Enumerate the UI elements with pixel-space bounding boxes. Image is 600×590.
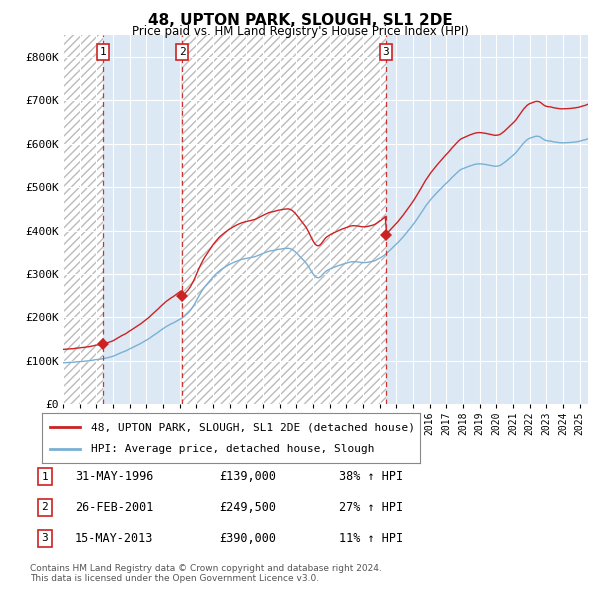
Text: 1: 1	[41, 472, 49, 481]
Bar	[63, 35, 103, 404]
Text: 2: 2	[179, 47, 185, 57]
Text: 3: 3	[382, 47, 389, 57]
48, UPTON PARK, SLOUGH, SL1 2DE (detached house)	[449, 143, 457, 150]
Line: HPI: Average price, detached house, Slough: HPI: Average price, detached house, Slou…	[63, 136, 589, 363]
Text: 26-FEB-2001: 26-FEB-2001	[75, 501, 154, 514]
HPI: Average price, detached house, Slough: (2.02e+03, 6.18e+05): Average price, detached house, Slough: (…	[533, 133, 540, 140]
Text: 1: 1	[100, 47, 107, 57]
Text: 3: 3	[41, 533, 49, 543]
HPI: Average price, detached house, Slough: (2.01e+03, 3.46e+05): Average price, detached house, Slough: (…	[294, 251, 301, 258]
Bar	[386, 35, 588, 404]
Text: 2: 2	[41, 503, 49, 512]
Bar	[103, 35, 182, 404]
Text: 11% ↑ HPI: 11% ↑ HPI	[339, 532, 403, 545]
HPI: Average price, detached house, Slough: (2.02e+03, 5.46e+05): Average price, detached house, Slough: (…	[462, 164, 469, 171]
48, UPTON PARK, SLOUGH, SL1 2DE (detached house)	[462, 133, 469, 140]
Text: 48, UPTON PARK, SLOUGH, SL1 2DE: 48, UPTON PARK, SLOUGH, SL1 2DE	[148, 13, 452, 28]
HPI: Average price, detached house, Slough: (2e+03, 1.65e+05): Average price, detached house, Slough: (…	[154, 329, 161, 336]
48, UPTON PARK, SLOUGH, SL1 2DE (detached house)	[372, 221, 379, 228]
Bar	[63, 35, 103, 404]
Text: £249,500: £249,500	[219, 501, 276, 514]
48, UPTON PARK, SLOUGH, SL1 2DE (detached house)	[154, 306, 161, 313]
Text: 31-MAY-1996: 31-MAY-1996	[75, 470, 154, 483]
HPI: Average price, detached house, Slough: (2.01e+03, 3.31e+05): Average price, detached house, Slough: (…	[372, 257, 379, 264]
Text: HPI: Average price, detached house, Slough: HPI: Average price, detached house, Slou…	[91, 444, 374, 454]
48, UPTON PARK, SLOUGH, SL1 2DE (detached house)	[294, 213, 301, 220]
HPI: Average price, detached house, Slough: (2.02e+03, 5.25e+05): Average price, detached house, Slough: (…	[449, 173, 457, 180]
Text: £139,000: £139,000	[219, 470, 276, 483]
Bar	[182, 35, 386, 404]
Text: 27% ↑ HPI: 27% ↑ HPI	[339, 501, 403, 514]
Text: £390,000: £390,000	[219, 532, 276, 545]
48, UPTON PARK, SLOUGH, SL1 2DE (detached house)	[533, 98, 540, 105]
HPI: Average price, detached house, Slough: (2.01e+03, 3.28e+05): Average price, detached house, Slough: (…	[350, 258, 357, 266]
Text: Price paid vs. HM Land Registry's House Price Index (HPI): Price paid vs. HM Land Registry's House …	[131, 25, 469, 38]
HPI: Average price, detached house, Slough: (1.99e+03, 9.53e+04): Average price, detached house, Slough: (…	[59, 359, 67, 366]
Text: 15-MAY-2013: 15-MAY-2013	[75, 532, 154, 545]
48, UPTON PARK, SLOUGH, SL1 2DE (detached house)	[59, 346, 67, 353]
48, UPTON PARK, SLOUGH, SL1 2DE (detached house)	[350, 222, 357, 229]
Text: Contains HM Land Registry data © Crown copyright and database right 2024.
This d: Contains HM Land Registry data © Crown c…	[30, 563, 382, 583]
Line: 48, UPTON PARK, SLOUGH, SL1 2DE (detached house): 48, UPTON PARK, SLOUGH, SL1 2DE (detache…	[63, 101, 589, 349]
Text: 38% ↑ HPI: 38% ↑ HPI	[339, 470, 403, 483]
HPI: Average price, detached house, Slough: (2.03e+03, 6.13e+05): Average price, detached house, Slough: (…	[586, 135, 593, 142]
Text: 48, UPTON PARK, SLOUGH, SL1 2DE (detached house): 48, UPTON PARK, SLOUGH, SL1 2DE (detache…	[91, 422, 415, 432]
Bar	[182, 35, 386, 404]
48, UPTON PARK, SLOUGH, SL1 2DE (detached house)	[586, 100, 593, 107]
